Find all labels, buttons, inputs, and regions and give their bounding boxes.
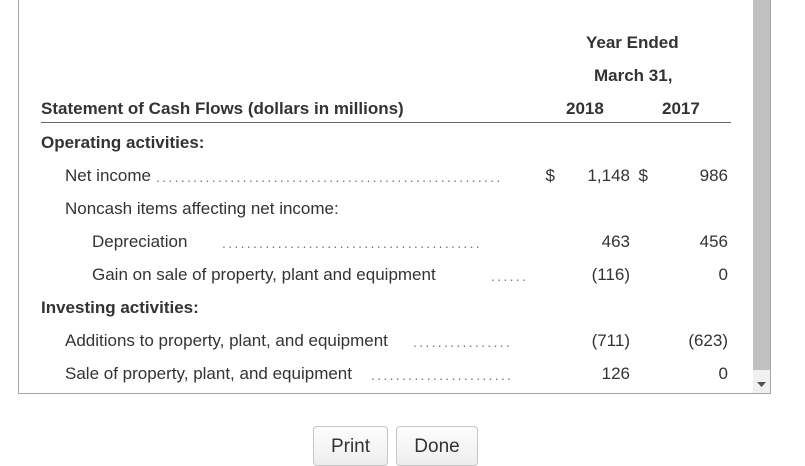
additions-2017: (623) [688,331,728,350]
row-label-depreciation: Depreciation [92,232,188,251]
header-divider [41,122,731,123]
header-march: March 31, [594,66,673,85]
column-header-2018: 2018 [566,99,604,118]
net-income-2018: 1,148 [587,166,630,185]
currency-2018: $ [545,166,555,185]
currency-2017: $ [638,166,648,185]
leader-dots: ....................... [371,367,514,383]
gain-on-sale-2017: 0 [718,265,728,284]
leader-dots: ........................................… [222,235,482,251]
statement-panel: Year Ended March 31, Statement of Cash F… [18,0,771,394]
row-label-noncash: Noncash items affecting net income: [65,199,339,218]
row-label-net-income: Net income [65,166,151,185]
column-header-2017: 2017 [662,99,700,118]
row-label-additions: Additions to property, plant, and equipm… [65,331,388,350]
sale-2017: 0 [718,364,728,383]
section-operating: Operating activities: [41,133,205,152]
sale-2018: 126 [601,364,630,383]
row-label-gain-on-sale: Gain on sale of property, plant and equi… [92,265,436,284]
leader-dots: ................ [413,334,513,350]
net-income-2017: 986 [699,166,728,185]
leader-dots: ........................................… [156,169,503,185]
depreciation-2017: 456 [699,232,728,251]
header-year-ended: Year Ended [586,33,679,52]
vertical-scrollbar[interactable] [753,0,770,393]
done-button[interactable]: Done [396,426,478,466]
scrollbar-thumb[interactable] [753,0,770,370]
leader-dots: ...... [491,268,529,284]
additions-2018: (711) [591,331,630,350]
scroll-down-arrow-icon[interactable] [753,376,770,393]
gain-on-sale-2018: (116) [591,265,630,284]
depreciation-2018: 463 [601,232,630,251]
section-investing: Investing activities: [41,298,199,317]
row-label-sale: Sale of property, plant, and equipment [65,364,352,383]
statement-title: Statement of Cash Flows (dollars in mill… [41,99,404,118]
print-button[interactable]: Print [313,426,388,466]
